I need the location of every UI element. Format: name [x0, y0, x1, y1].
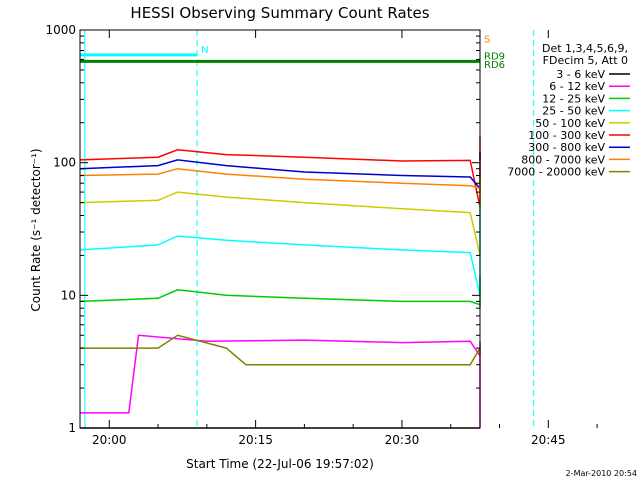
chart-title: HESSI Observing Summary Count Rates [130, 4, 429, 22]
y-tick-label-1: 10 [61, 288, 76, 302]
legend-label-4: 50 - 100 keV [535, 117, 605, 130]
x-axis-label: Start Time (22-Jul-06 19:57:02) [186, 457, 374, 471]
x-tick-label-3: 20:45 [531, 433, 566, 447]
x-tick-label-2: 20:30 [385, 433, 420, 447]
legend-header-2: FDecim 5, Att 0 [543, 54, 628, 67]
legend-label-8: 7000 - 20000 keV [507, 166, 605, 179]
footer-timestamp: 2-Mar-2010 20:54 [566, 469, 637, 478]
axes: 20:0020:1520:3020:4521:0021:1521:3011010… [45, 23, 598, 447]
legend-header-1: Det 1,3,4,5,6,9, [542, 42, 628, 55]
legend: Det 1,3,4,5,6,9, FDecim 5, Att 0 3 - 6 k… [507, 42, 630, 179]
y-tick-label-3: 1000 [45, 23, 76, 37]
state-bar-label-3: RD9 [484, 51, 505, 62]
legend-label-3: 25 - 50 keV [542, 105, 605, 118]
state-bar-label-2: S [484, 34, 490, 45]
legend-label-0: 3 - 6 keV [556, 68, 605, 81]
legend-label-5: 100 - 300 keV [528, 129, 605, 142]
x-tick-label-0: 20:00 [92, 433, 127, 447]
x-tick-label-1: 20:15 [238, 433, 273, 447]
plot-frame [79, 29, 481, 429]
legend-label-1: 6 - 12 keV [549, 80, 605, 93]
y-tick-label-0: 1 [68, 421, 76, 435]
state-bar-label-0: N [201, 45, 208, 56]
legend-label-2: 12 - 25 keV [542, 92, 605, 105]
y-tick-label-2: 100 [53, 156, 76, 170]
legend-label-6: 300 - 800 keV [528, 141, 605, 154]
y-axis-label: Count Rate (s⁻¹ detector⁻¹) [29, 148, 43, 311]
state-bar-label-4: RD6 [484, 60, 505, 71]
legend-label-7: 800 - 7000 keV [521, 153, 605, 166]
